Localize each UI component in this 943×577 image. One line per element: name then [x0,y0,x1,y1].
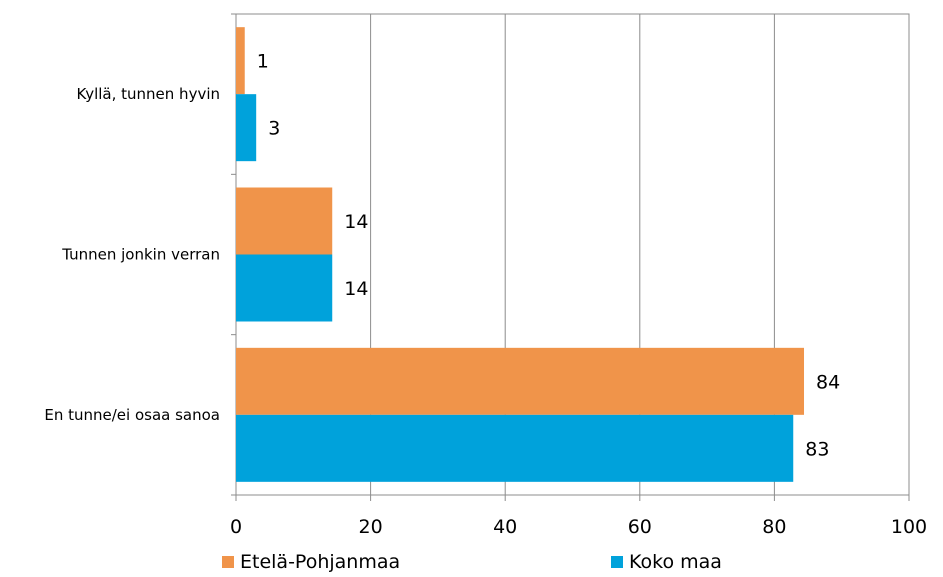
data-label-etela-pohjanmaa-kylla-tunnen-hyvin: 1 [257,51,269,73]
bar-koko-maa-kylla-tunnen-hyvin [236,94,257,162]
data-label-koko-maa-en-tunne-ei-osaa-sanoa: 83 [805,438,829,460]
legend: Etelä-Pohjanmaa Koko maa [0,549,943,577]
x-tick-labels: 0 20 40 60 80 100 [230,516,927,538]
data-label-etela-pohjanmaa-tunnen-jonkin-verran: 14 [344,211,368,233]
legend-item-etela-pohjanmaa: Etelä-Pohjanmaa [222,551,400,573]
tick-label-x-60: 60 [628,516,652,538]
data-label-koko-maa-kylla-tunnen-hyvin: 3 [268,118,280,140]
bar-etela-pohjanmaa-tunnen-jonkin-verran [236,187,333,255]
legend-swatch-koko-maa [611,556,623,568]
data-label-etela-pohjanmaa-en-tunne-ei-osaa-sanoa: 84 [816,371,840,393]
category-label-en-tunne-ei-osaa-sanoa: En tunne/ei osaa sanoa [44,406,220,424]
category-labels: Kyllä, tunnen hyvin Tunnen jonkin verran E… [44,85,220,424]
tick-label-x-0: 0 [230,516,242,538]
tick-label-x-20: 20 [359,516,383,538]
tick-label-x-100: 100 [891,516,927,538]
legend-swatch-etela-pohjanmaa [222,556,234,568]
legend-label-koko-maa: Koko maa [629,551,722,573]
bar-etela-pohjanmaa-en-tunne-ei-osaa-sanoa [236,347,805,415]
legend-item-koko-maa: Koko maa [611,551,722,573]
category-label-tunnen-jonkin-verran: Tunnen jonkin verran [61,246,220,264]
bar-koko-maa-tunnen-jonkin-verran [236,254,333,322]
tick-label-x-40: 40 [493,516,517,538]
bars [236,27,805,482]
bar-koko-maa-en-tunne-ei-osaa-sanoa [236,414,794,482]
bar-chart: 1 3 14 14 84 83 Kyllä, tunnen hyvin Tunnen jon… [44,13,927,538]
category-label-kylla-tunnen-hyvin: Kyllä, tunnen hyvin [76,85,220,103]
legend-label-etela-pohjanmaa: Etelä-Pohjanmaa [240,551,401,573]
data-label-koko-maa-tunnen-jonkin-verran: 14 [344,278,368,300]
bar-etela-pohjanmaa-kylla-tunnen-hyvin [236,27,245,95]
tick-label-x-80: 80 [762,516,786,538]
data-labels: 1 3 14 14 84 83 [257,51,840,461]
